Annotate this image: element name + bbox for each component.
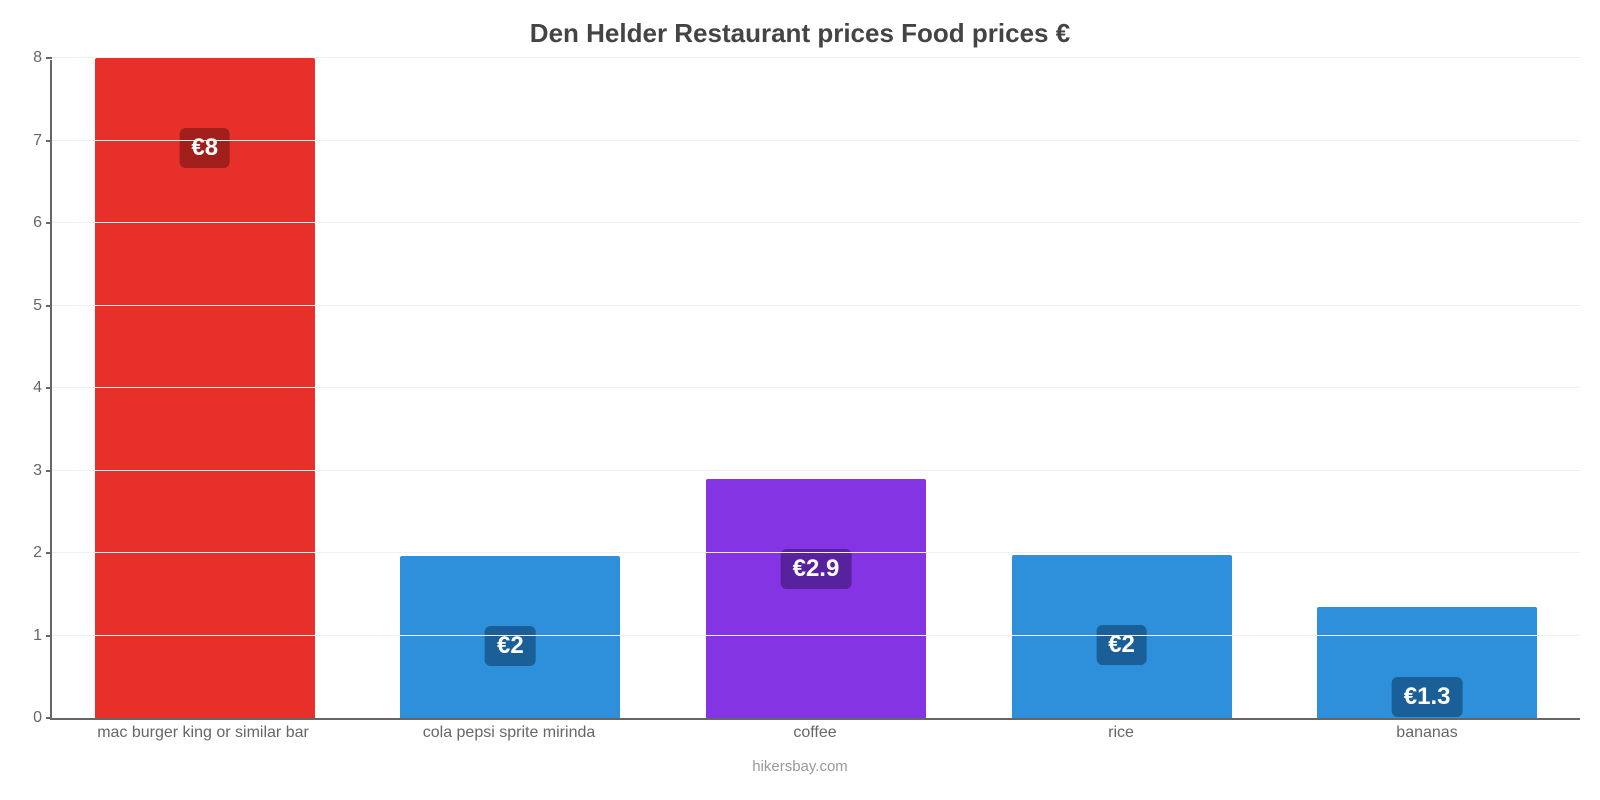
y-tick [46, 140, 52, 142]
bars-container: €8 €2 €2.9 €2 €1.3 [52, 60, 1580, 718]
y-axis-label: 0 [12, 709, 42, 727]
x-axis-label: coffee [662, 724, 968, 742]
value-badge: €8 [179, 128, 230, 168]
bar: €2.9 [706, 479, 926, 718]
y-tick [46, 387, 52, 389]
x-axis-labels: mac burger king or similar barcola pepsi… [50, 724, 1580, 742]
y-axis-label: 1 [12, 627, 42, 645]
x-axis-label: mac burger king or similar bar [50, 724, 356, 742]
x-axis-label: bananas [1274, 724, 1580, 742]
y-tick [46, 717, 52, 719]
x-axis-label: rice [968, 724, 1274, 742]
bar-slot: €2 [358, 60, 664, 718]
price-chart: Den Helder Restaurant prices Food prices… [0, 0, 1600, 800]
x-axis-label: cola pepsi sprite mirinda [356, 724, 662, 742]
bar-slot: €2.9 [663, 60, 969, 718]
y-tick [46, 470, 52, 472]
y-axis-label: 2 [12, 544, 42, 562]
grid-line [52, 387, 1580, 388]
bar: €2 [400, 556, 620, 718]
grid-line [52, 635, 1580, 636]
bar-slot: €1.3 [1274, 60, 1580, 718]
y-tick [46, 635, 52, 637]
bar-slot: €8 [52, 60, 358, 718]
y-axis-label: 8 [12, 49, 42, 67]
y-axis-label: 6 [12, 214, 42, 232]
y-axis-label: 4 [12, 379, 42, 397]
bar: €1.3 [1317, 607, 1537, 718]
bar: €2 [1012, 555, 1232, 718]
value-badge: €2 [1096, 625, 1147, 665]
bar: €8 [95, 58, 315, 718]
bar-slot: €2 [969, 60, 1275, 718]
value-badge: €2.9 [781, 549, 852, 589]
chart-title: Den Helder Restaurant prices Food prices… [0, 18, 1600, 49]
y-axis-label: 3 [12, 462, 42, 480]
credit-text: hikersbay.com [0, 758, 1600, 775]
y-tick [46, 305, 52, 307]
grid-line [52, 305, 1580, 306]
y-tick [46, 222, 52, 224]
y-tick [46, 57, 52, 59]
grid-line [52, 222, 1580, 223]
value-badge: €1.3 [1392, 677, 1463, 717]
grid-line [52, 57, 1580, 58]
y-tick [46, 552, 52, 554]
y-axis-label: 5 [12, 297, 42, 315]
value-badge: €2 [485, 626, 536, 666]
y-axis-label: 7 [12, 132, 42, 150]
grid-line [52, 552, 1580, 553]
grid-line [52, 470, 1580, 471]
plot-area: €8€2€2.9€2€1.3 012345678 [50, 60, 1580, 720]
grid-line [52, 140, 1580, 141]
